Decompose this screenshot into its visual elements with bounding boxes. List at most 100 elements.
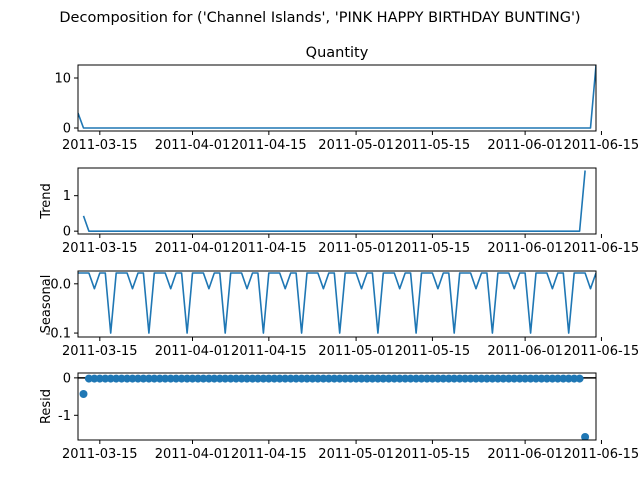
resid-point (553, 374, 562, 383)
resid-point (450, 374, 459, 383)
x-tick-label: 2011-04-15 (231, 138, 307, 153)
y-tick-label: 10 (54, 72, 71, 87)
resid-point (139, 374, 148, 383)
resid-point (243, 374, 251, 383)
y-axis-label: Resid (39, 389, 54, 424)
x-tick-label: 2011-04-15 (231, 344, 307, 359)
resid-point (482, 374, 491, 383)
plot-area (78, 272, 596, 334)
resid-point (428, 374, 437, 383)
plot-area (78, 374, 596, 440)
x-tick-label: 2011-06-01 (487, 138, 563, 153)
x-tick-label: 2011-06-15 (564, 447, 640, 462)
y-tick-label: -1 (58, 409, 71, 424)
x-tick-label: 2011-06-15 (564, 138, 640, 153)
resid-point (128, 374, 137, 383)
resid-point (379, 374, 388, 383)
series-line (78, 65, 596, 129)
x-tick-label: 2011-03-15 (62, 344, 138, 359)
x-tick-label: 2011-04-01 (155, 447, 231, 462)
resid-point (79, 390, 88, 398)
x-tick-label: 2011-04-15 (231, 241, 307, 256)
axes-frame (77, 372, 597, 441)
x-tick-label: 2011-03-15 (62, 447, 138, 462)
resid-point (488, 374, 497, 383)
x-tick-label: 2011-06-01 (487, 344, 563, 359)
resid-point (281, 374, 290, 383)
figure-title: Decomposition for ('Channel Islands', 'P… (59, 10, 580, 26)
x-tick-label: 2011-06-15 (564, 241, 640, 256)
resid-point (275, 374, 284, 383)
resid-point (324, 374, 333, 383)
panel-4: Resid 0 -1 2011-03-15 2011-04-01 2011-04-15 20… (39, 371, 639, 462)
resid-point (177, 374, 186, 383)
panel-1: Quantity 0 10 2011-03-15 2011-04-01 2011-04-1… (54, 45, 639, 153)
resid-point (172, 374, 181, 383)
y-axis-label: Trend (39, 183, 54, 220)
series-line (78, 272, 596, 334)
y-tick-label: 0.0 (50, 277, 71, 292)
y-axis-label: Seasonal (39, 275, 54, 334)
resid-point (264, 374, 273, 383)
x-tick-label: 2011-05-15 (395, 344, 471, 359)
series-line (82, 170, 586, 232)
resid-point (406, 374, 415, 383)
resid-point (542, 374, 551, 383)
x-tick-label: 2011-05-01 (318, 344, 394, 359)
y-tick-label: 0 (63, 371, 71, 386)
resid-point (439, 374, 448, 383)
resid-point (253, 374, 262, 383)
x-tick-label: 2011-03-15 (62, 241, 138, 256)
resid-point (84, 374, 93, 383)
resid-point (417, 374, 426, 383)
x-tick-label: 2011-05-15 (395, 138, 471, 153)
y-tick-label: 0 (63, 225, 71, 240)
axes-frame (77, 270, 597, 338)
axes-frame (77, 167, 597, 235)
x-tick-label: 2011-03-15 (62, 138, 138, 153)
axes-frame (77, 64, 597, 132)
resid-point (368, 374, 377, 383)
resid-point (575, 374, 584, 383)
plot-area (78, 65, 596, 129)
x-tick-label: 2011-05-01 (318, 447, 394, 462)
x-tick-label: 2011-06-01 (487, 241, 563, 256)
resid-point (521, 374, 530, 383)
resid-point (510, 374, 519, 383)
x-tick-label: 2011-06-15 (564, 344, 640, 359)
resid-point (150, 374, 159, 383)
resid-point (106, 374, 115, 383)
resid-point (313, 374, 322, 383)
x-tick-label: 2011-05-01 (318, 241, 394, 256)
resid-point (199, 374, 208, 383)
resid-point (221, 374, 230, 383)
panel-2: Trend 0 1 2011-03-15 2011-04-01 2011-04-15 201… (39, 167, 640, 256)
resid-point (346, 374, 355, 383)
panel-title: Quantity (306, 45, 369, 61)
x-tick-label: 2011-06-01 (487, 447, 563, 462)
resid-point (472, 374, 480, 383)
x-tick-label: 2011-05-15 (395, 447, 471, 462)
x-tick-label: 2011-04-15 (231, 447, 307, 462)
y-tick-label: 0 (63, 122, 71, 137)
resid-point (581, 433, 590, 440)
plot-area (82, 170, 586, 232)
x-tick-label: 2011-05-01 (318, 138, 394, 153)
y-tick-label: 1 (63, 189, 71, 204)
resid-point (161, 374, 170, 383)
resid-point (461, 374, 470, 383)
resid-point (210, 374, 219, 383)
resid-point (292, 374, 301, 383)
x-tick-label: 2011-04-01 (155, 344, 231, 359)
resid-point (95, 374, 104, 383)
y-tick-label: -0.1 (46, 327, 71, 342)
resid-point (499, 374, 508, 383)
resid-point (395, 374, 404, 383)
resid-point (357, 374, 366, 383)
resid-point (188, 374, 197, 383)
x-tick-label: 2011-05-15 (395, 241, 471, 256)
x-tick-label: 2011-04-01 (155, 138, 231, 153)
